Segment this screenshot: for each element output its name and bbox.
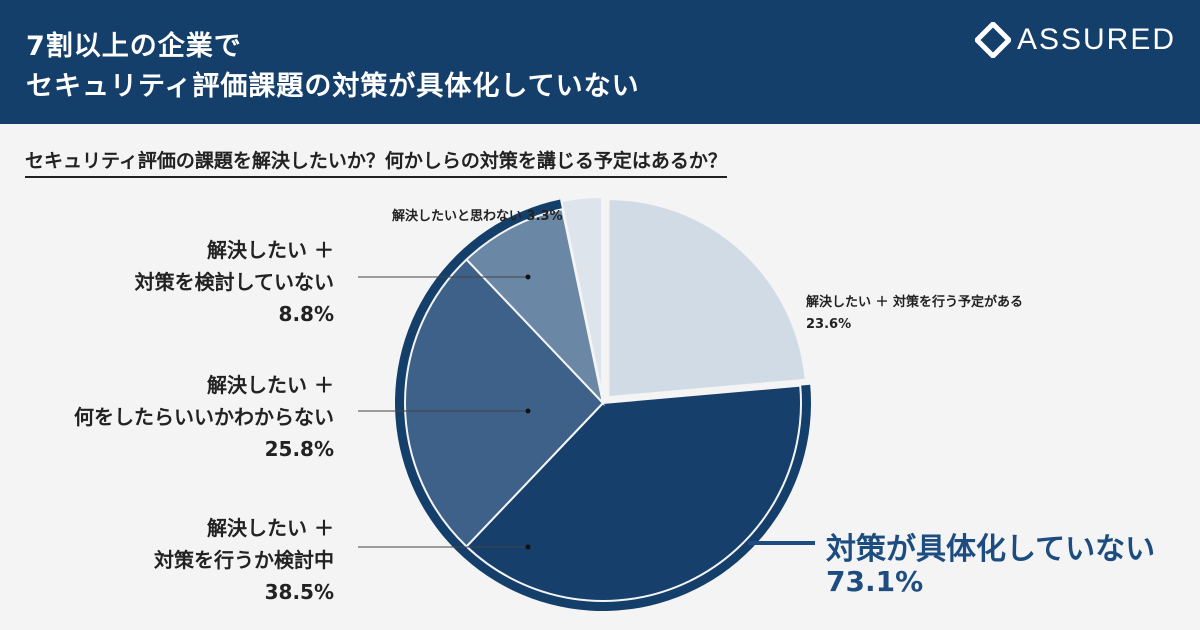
label-not-considering: 解決したい ＋ 対策を検討していない 8.8% <box>135 234 334 330</box>
label-value: 25.8% <box>264 437 334 461</box>
leader-considering-dot <box>525 544 531 550</box>
highlight-value: 73.1% <box>826 565 924 598</box>
headline-line-2: セキュリティ評価課題の対策が具体化していない <box>26 71 640 102</box>
leader-dont-know-dot <box>525 408 531 414</box>
label-text: 対策を行うか検討中 <box>154 548 334 572</box>
assured-diamond-icon <box>974 22 1011 58</box>
label-dont-know: 解決したい ＋ 何をしたらいいかわからない 25.8% <box>74 369 334 465</box>
label-text: 解決したい ＋ <box>207 516 334 540</box>
label-text: 解決したい ＋ <box>207 373 334 397</box>
label-value: 3.3% <box>526 209 563 224</box>
header-banner: 7割以上の企業で セキュリティ評価課題の対策が具体化していない ASSURED <box>0 0 1200 124</box>
survey-question: セキュリティ評価の課題を解決したいか？何かしらの対策を講じる予定はあるか？ <box>25 146 727 178</box>
label-text: 対策を検討していない <box>134 270 334 294</box>
slice-no-need <box>560 196 604 396</box>
headline-line-1: 7割以上の企業で <box>26 31 242 62</box>
label-text: 解決したい ＋ 対策を行う予定がある <box>806 295 1024 310</box>
slice-not-considering <box>465 208 605 407</box>
brand-name: ASSURED <box>1016 23 1176 56</box>
label-value: 38.5% <box>264 580 334 604</box>
slice-considering <box>465 384 802 602</box>
leader-not-considering-dot <box>525 274 531 280</box>
slice-dont-know <box>404 258 605 548</box>
highlight-name: 対策が具体化していない <box>826 532 1156 567</box>
label-no-need: 解決したいと思わない 3.3% <box>392 205 563 224</box>
label-value: 8.8% <box>278 302 334 326</box>
label-text: 何をしたらいいかわからない <box>74 405 334 429</box>
label-text: 解決したい ＋ <box>207 238 334 262</box>
label-plan-to-act: 解決したい ＋ 対策を行う予定がある 23.6% <box>806 292 1023 336</box>
label-value: 23.6% <box>806 317 852 332</box>
slice-plan-to-act <box>607 198 807 399</box>
label-considering: 解決したい ＋ 対策を行うか検討中 38.5% <box>154 512 334 608</box>
assured-logo: ASSURED <box>974 22 1176 58</box>
label-text: 解決したいと思わない <box>392 209 527 224</box>
